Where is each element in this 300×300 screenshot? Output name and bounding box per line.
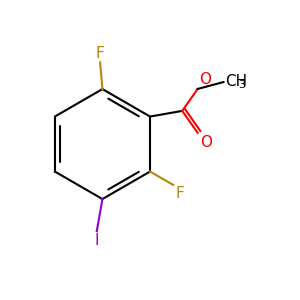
Text: 3: 3 [238, 80, 245, 90]
Text: I: I [94, 233, 99, 248]
Text: F: F [175, 186, 184, 201]
Text: F: F [96, 46, 104, 61]
Text: O: O [199, 73, 211, 88]
Text: O: O [200, 135, 212, 150]
Text: CH: CH [225, 74, 247, 89]
